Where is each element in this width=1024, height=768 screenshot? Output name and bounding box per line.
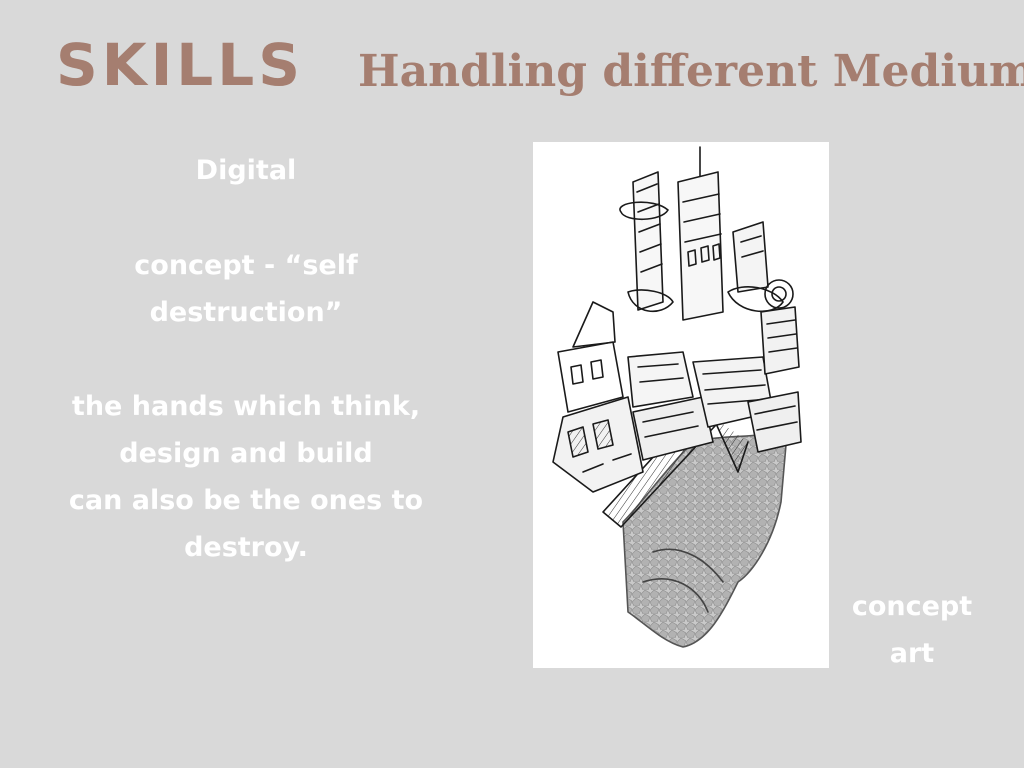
description-column: Digital concept - “self destruction” the…	[66, 0, 426, 768]
skills-logo: SKILLS	[56, 31, 304, 99]
statement-line-1: the hands which think,	[71, 391, 421, 422]
medium-label: Digital	[195, 155, 297, 186]
page-title: Handling different Mediums	[358, 46, 1024, 97]
concept-art-image	[533, 142, 829, 668]
caption-line-2: art	[889, 638, 935, 669]
concept-line-1: concept - “self	[134, 250, 358, 281]
caption-line-1: concept	[851, 591, 973, 622]
statement-line-3: can also be the ones to	[68, 485, 424, 516]
concept-line-2: destruction”	[149, 297, 343, 328]
concept-art-caption: concept art	[848, 583, 976, 677]
statement-line-2: design and build	[119, 438, 373, 469]
statement-line-4: destroy.	[184, 532, 308, 563]
hand-city-sketch-icon	[552, 146, 802, 648]
